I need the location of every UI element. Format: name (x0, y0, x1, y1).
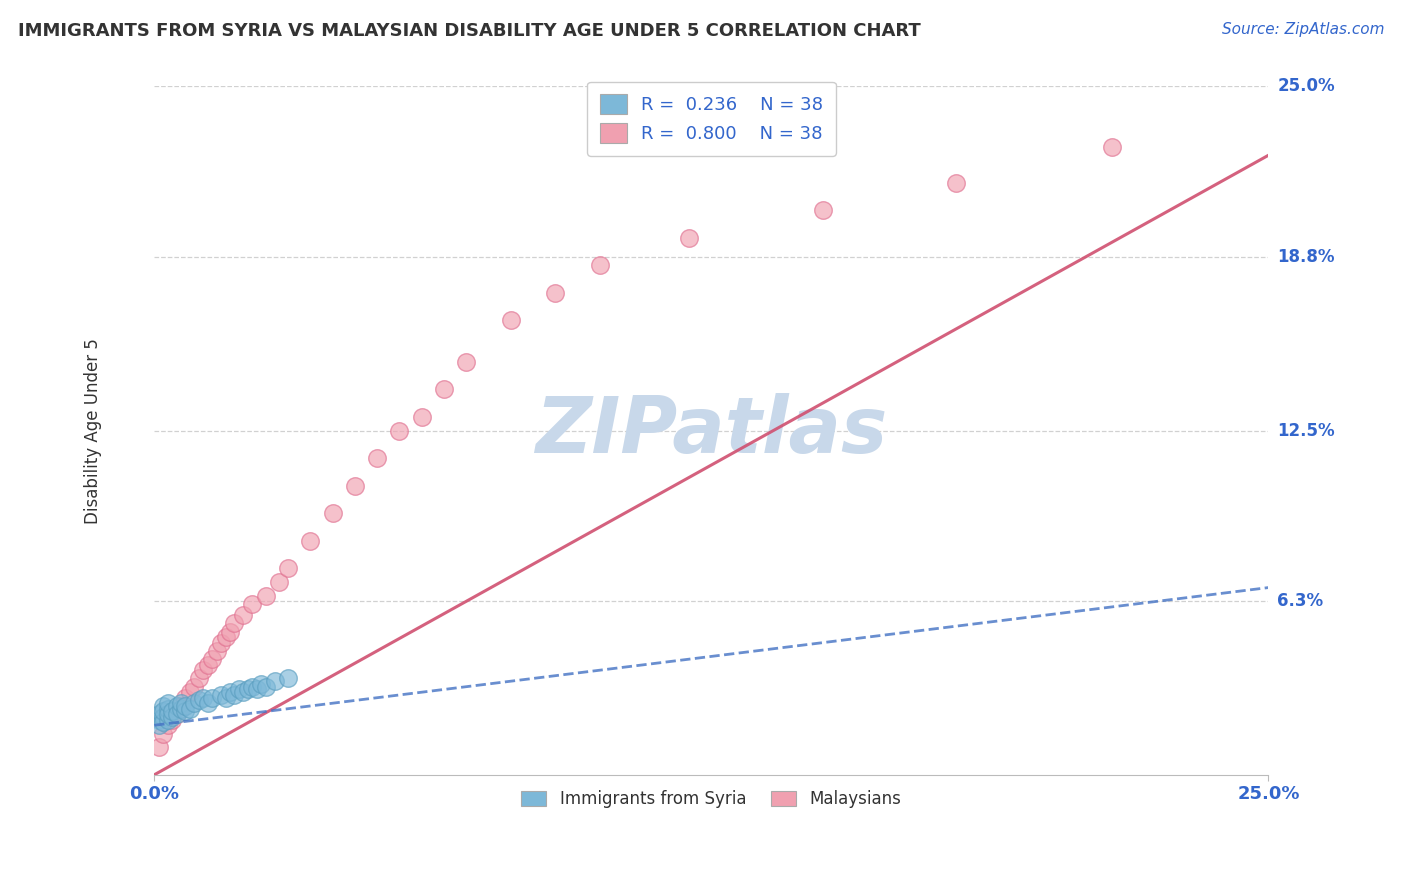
Point (219, 624, 242, 639)
Point (277, 672, 299, 686)
Point (187, 672, 209, 686)
Point (214, 690, 236, 705)
Point (187, 693, 209, 707)
Point (156, 718, 179, 732)
Point (589, 259, 612, 273)
Point (232, 608, 254, 623)
Point (166, 707, 188, 722)
Point (499, 313, 522, 327)
Point (170, 698, 193, 713)
Point (263, 674, 285, 689)
Point (152, 726, 174, 740)
Point (156, 713, 179, 727)
Point (209, 688, 232, 702)
Point (299, 533, 322, 548)
Point (148, 718, 170, 732)
Point (148, 740, 170, 755)
Text: 12.5%: 12.5% (1277, 422, 1334, 440)
Point (152, 698, 174, 713)
Point (148, 713, 170, 727)
Point (156, 702, 179, 716)
Point (254, 680, 277, 694)
Point (166, 707, 188, 722)
Point (174, 705, 197, 719)
Point (193, 690, 215, 705)
Point (160, 710, 183, 724)
Point (411, 409, 433, 424)
Point (183, 696, 205, 710)
Point (321, 506, 343, 520)
Point (160, 705, 183, 719)
Point (224, 688, 246, 702)
Text: ZIPatlas: ZIPatlas (536, 392, 887, 468)
Point (236, 682, 259, 697)
Point (544, 285, 567, 300)
Point (224, 616, 246, 631)
Point (811, 203, 834, 218)
Point (1101, 140, 1123, 154)
Point (179, 702, 201, 716)
Text: 25.0%: 25.0% (1277, 78, 1334, 95)
Legend: Immigrants from Syria, Malaysians: Immigrants from Syria, Malaysians (515, 783, 908, 814)
Point (388, 424, 411, 438)
Point (228, 682, 250, 697)
Point (201, 652, 224, 666)
Point (197, 657, 219, 672)
Point (209, 635, 232, 649)
Point (267, 575, 290, 590)
Point (240, 597, 263, 611)
Point (156, 696, 179, 710)
Text: 6.3%: 6.3% (1277, 592, 1323, 610)
Point (240, 680, 263, 694)
Point (197, 696, 219, 710)
Point (174, 690, 197, 705)
Point (232, 685, 254, 699)
Point (246, 682, 269, 697)
Point (250, 677, 273, 691)
Point (170, 702, 193, 716)
Point (219, 685, 242, 699)
Point (343, 479, 366, 493)
Point (193, 663, 215, 677)
Point (174, 698, 197, 713)
Point (170, 696, 193, 710)
Point (152, 710, 174, 724)
Point (254, 589, 277, 603)
Point (156, 707, 179, 722)
Point (678, 231, 700, 245)
Point (179, 685, 201, 699)
Point (166, 698, 188, 713)
Point (945, 176, 967, 190)
Point (205, 644, 228, 658)
Point (277, 561, 299, 575)
Point (201, 690, 224, 705)
Text: IMMIGRANTS FROM SYRIA VS MALAYSIAN DISABILITY AGE UNDER 5 CORRELATION CHART: IMMIGRANTS FROM SYRIA VS MALAYSIAN DISAB… (18, 22, 921, 40)
Point (366, 451, 388, 466)
Point (183, 680, 205, 694)
Point (148, 707, 170, 722)
Point (456, 355, 478, 369)
Point (433, 382, 456, 396)
Text: Disability Age Under 5: Disability Age Under 5 (84, 338, 103, 524)
Point (214, 630, 236, 644)
Text: Source: ZipAtlas.com: Source: ZipAtlas.com (1222, 22, 1385, 37)
Point (152, 715, 174, 730)
Point (152, 705, 174, 719)
Text: 18.8%: 18.8% (1277, 248, 1334, 266)
Point (160, 713, 183, 727)
